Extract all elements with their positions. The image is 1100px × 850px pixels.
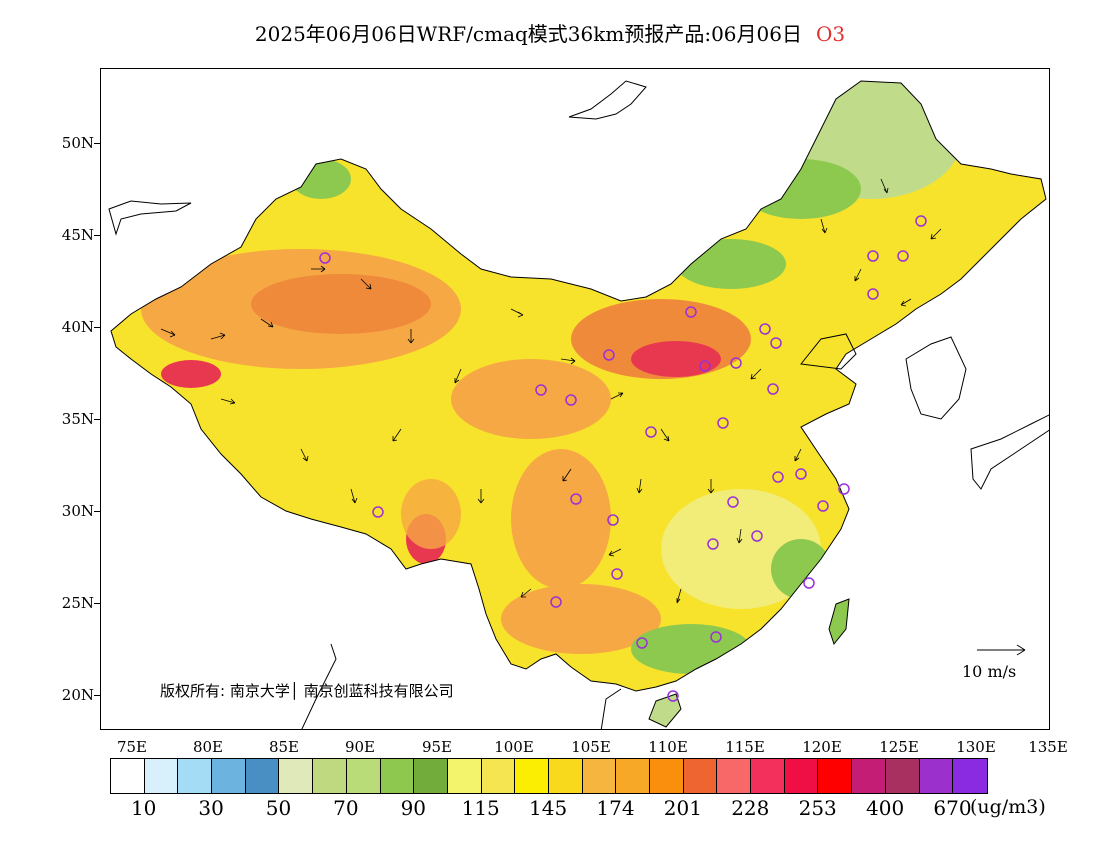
colorbar-label: 174 bbox=[596, 796, 635, 820]
lat-tick bbox=[94, 235, 100, 236]
lon-label-110: 110E bbox=[648, 738, 688, 756]
lat-tick bbox=[94, 419, 100, 420]
korea-coast bbox=[905, 336, 967, 420]
copyright-text: 版权所有: 南京大学│ 南京创蓝科技有限公司 bbox=[160, 682, 454, 700]
lon-label-125: 125E bbox=[879, 738, 919, 756]
ozone-orange-sichuan bbox=[511, 449, 611, 589]
lat-tick bbox=[94, 143, 100, 144]
lat-label-45: 45N bbox=[61, 226, 94, 244]
lat-tick bbox=[94, 511, 100, 512]
map-canvas bbox=[108, 80, 1049, 729]
lon-label-85: 85E bbox=[268, 738, 300, 756]
lat-label-50: 50N bbox=[61, 134, 94, 152]
colorbar-cell bbox=[481, 759, 516, 793]
hainan bbox=[648, 693, 682, 728]
lon-label-90: 90E bbox=[344, 738, 376, 756]
colorbar-label: 228 bbox=[731, 796, 770, 820]
colorbar-cell bbox=[144, 759, 179, 793]
colorbar-cell bbox=[178, 759, 213, 793]
colorbar-label: 670 bbox=[933, 796, 972, 820]
ozone-orange-tibet bbox=[401, 479, 461, 549]
colorbar-cell bbox=[751, 759, 785, 793]
colorbar-cell bbox=[313, 759, 347, 793]
ozone-red-north bbox=[631, 341, 721, 377]
lon-label-95: 95E bbox=[421, 738, 453, 756]
indochina-coast bbox=[600, 688, 622, 729]
ozone-green-northwest bbox=[291, 159, 351, 199]
coastline-north bbox=[568, 80, 647, 120]
colorbar-label: 70 bbox=[333, 796, 359, 820]
colorbar-cell bbox=[548, 759, 583, 793]
lon-label-135: 135E bbox=[1028, 738, 1068, 756]
colorbar-cell bbox=[717, 759, 752, 793]
colorbar-cell bbox=[885, 759, 920, 793]
japan-coast bbox=[970, 414, 1049, 490]
map-frame bbox=[100, 68, 1050, 730]
wind-reference-label: 10 m/s bbox=[962, 662, 1017, 681]
lon-label-120: 120E bbox=[802, 738, 842, 756]
colorbar-label: 201 bbox=[663, 796, 702, 820]
lat-label-20: 20N bbox=[61, 686, 94, 704]
colorbar-cell bbox=[582, 759, 617, 793]
ozone-orange-south bbox=[501, 584, 661, 654]
wind-vectors bbox=[160, 178, 942, 604]
ozone-red-west bbox=[161, 360, 221, 388]
colorbar-label: 145 bbox=[529, 796, 568, 820]
colorbar-unit: (ug/m3) bbox=[970, 796, 1046, 818]
coastline-kazakh-lake bbox=[108, 200, 192, 236]
lon-label-100: 100E bbox=[494, 738, 534, 756]
colorbar-cell bbox=[515, 759, 549, 793]
lat-label-35: 35N bbox=[61, 410, 94, 428]
ozone-green-southeast bbox=[771, 539, 831, 599]
colorbar-cell bbox=[245, 759, 280, 793]
colorbar-label: 115 bbox=[461, 796, 500, 820]
colorbar-label: 10 bbox=[130, 796, 157, 820]
lat-tick bbox=[94, 603, 100, 604]
lon-label-115: 115E bbox=[725, 738, 765, 756]
bohai-coast bbox=[800, 333, 857, 370]
map-title: 2025年06月06日WRF/cmaq模式36km预报产品:06月06日 O3 bbox=[0, 18, 1100, 47]
india-coast bbox=[301, 643, 337, 729]
lat-tick bbox=[94, 327, 100, 328]
colorbar-cell bbox=[616, 759, 650, 793]
colorbar-cell bbox=[852, 759, 886, 793]
colorbar-cell bbox=[279, 759, 314, 793]
colorbar-label: 90 bbox=[400, 796, 427, 820]
lon-label-80: 80E bbox=[192, 738, 224, 756]
lat-label-25: 25N bbox=[61, 594, 94, 612]
colorbar-cell bbox=[380, 759, 415, 793]
colorbar-label: 30 bbox=[198, 796, 224, 820]
title-species: O3 bbox=[815, 22, 846, 46]
colorbar-cell bbox=[447, 759, 482, 793]
colorbar-cell bbox=[683, 759, 718, 793]
colorbar-label: 50 bbox=[265, 796, 292, 820]
ozone-green-inner-mongolia bbox=[676, 239, 786, 289]
colorbar-cell bbox=[953, 759, 987, 793]
colorbar-cell bbox=[111, 759, 145, 793]
colorbar-label: 253 bbox=[798, 796, 837, 820]
ozone-darkorange-tianshan bbox=[251, 274, 431, 334]
ozone-orange-qinghai bbox=[451, 359, 611, 439]
title-text: 2025年06月06日WRF/cmaq模式36km预报产品:06月06日 bbox=[254, 22, 802, 46]
colorbar-cell bbox=[414, 759, 448, 793]
colorbar-cell bbox=[650, 759, 684, 793]
china-border bbox=[110, 80, 1047, 692]
lat-tick bbox=[94, 695, 100, 696]
taiwan bbox=[828, 598, 850, 646]
lon-label-75: 75E bbox=[116, 738, 148, 756]
city-markers bbox=[319, 215, 927, 702]
wind-reference-arrow bbox=[977, 644, 1026, 656]
lat-label-40: 40N bbox=[61, 318, 94, 336]
colorbar-cell bbox=[784, 759, 819, 793]
colorbar-cell bbox=[212, 759, 246, 793]
lon-label-105: 105E bbox=[571, 738, 611, 756]
lat-label-30: 30N bbox=[61, 502, 94, 520]
colorbar-cell bbox=[346, 759, 381, 793]
lon-label-130: 130E bbox=[956, 738, 996, 756]
colorbar bbox=[110, 758, 988, 794]
colorbar-label: 400 bbox=[866, 796, 905, 820]
colorbar-cell bbox=[919, 759, 954, 793]
colorbar-cell bbox=[818, 759, 853, 793]
